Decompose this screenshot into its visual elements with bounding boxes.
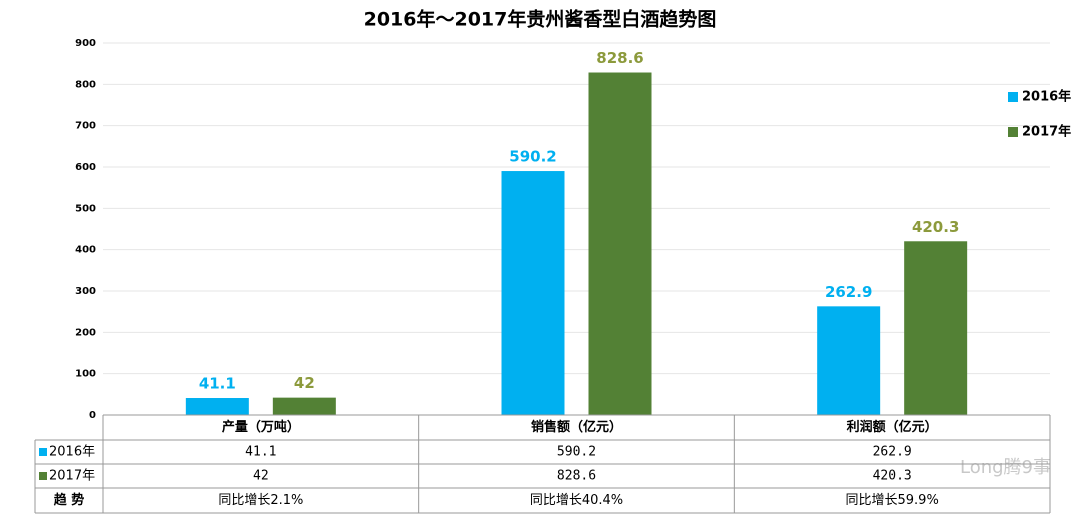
table-swatch (39, 448, 47, 456)
table-header: 产量（万吨） (222, 419, 300, 435)
table-cell: 同比增长40.4% (530, 493, 623, 508)
watermark: Long腾9事 (960, 457, 1051, 478)
legend-label: 2016年 (1022, 89, 1071, 105)
data-label: 590.2 (509, 148, 556, 166)
y-tick-label: 200 (75, 327, 96, 338)
chart-title: 2016年～2017年贵州酱香型白酒趋势图 (364, 8, 717, 31)
data-label: 41.1 (199, 375, 236, 393)
y-tick-label: 700 (75, 121, 96, 132)
y-tick-label: 0 (89, 410, 96, 421)
bar (501, 171, 565, 415)
y-tick-label: 400 (75, 245, 96, 256)
y-tick-label: 300 (75, 286, 96, 297)
y-tick-label: 800 (75, 79, 96, 90)
table-cell: 42 (253, 469, 269, 484)
bar (588, 72, 652, 416)
data-label: 262.9 (825, 283, 872, 301)
table-cell: 420.3 (873, 469, 912, 484)
data-label: 420.3 (912, 218, 959, 236)
bar (272, 397, 336, 415)
data-label: 828.6 (596, 49, 643, 67)
bar (185, 398, 249, 415)
table-row-label: 2016年 (49, 445, 95, 460)
table-cell: 590.2 (557, 445, 596, 460)
y-tick-label: 500 (75, 203, 96, 214)
table-header: 销售额（亿元） (531, 419, 622, 435)
table-cell: 262.9 (873, 445, 912, 460)
bar (904, 241, 968, 415)
legend-swatch (1008, 127, 1018, 137)
table-cell: 828.6 (557, 469, 596, 484)
legend-swatch (1008, 92, 1018, 102)
table-header: 利润额（亿元） (847, 419, 938, 435)
y-tick-label: 600 (75, 162, 96, 173)
table-cell: 同比增长2.1% (218, 493, 303, 508)
table-cell: 41.1 (245, 445, 276, 460)
legend-label: 2017年 (1022, 124, 1071, 140)
y-tick-label: 900 (75, 38, 96, 49)
y-tick-label: 100 (75, 369, 96, 380)
table-cell: 同比增长59.9% (846, 493, 939, 508)
table-swatch (39, 472, 47, 480)
table-row-label: 2017年 (49, 469, 95, 484)
bar (817, 306, 881, 415)
table-row-label: 趋 势 (54, 492, 85, 508)
data-label: 42 (294, 374, 315, 392)
